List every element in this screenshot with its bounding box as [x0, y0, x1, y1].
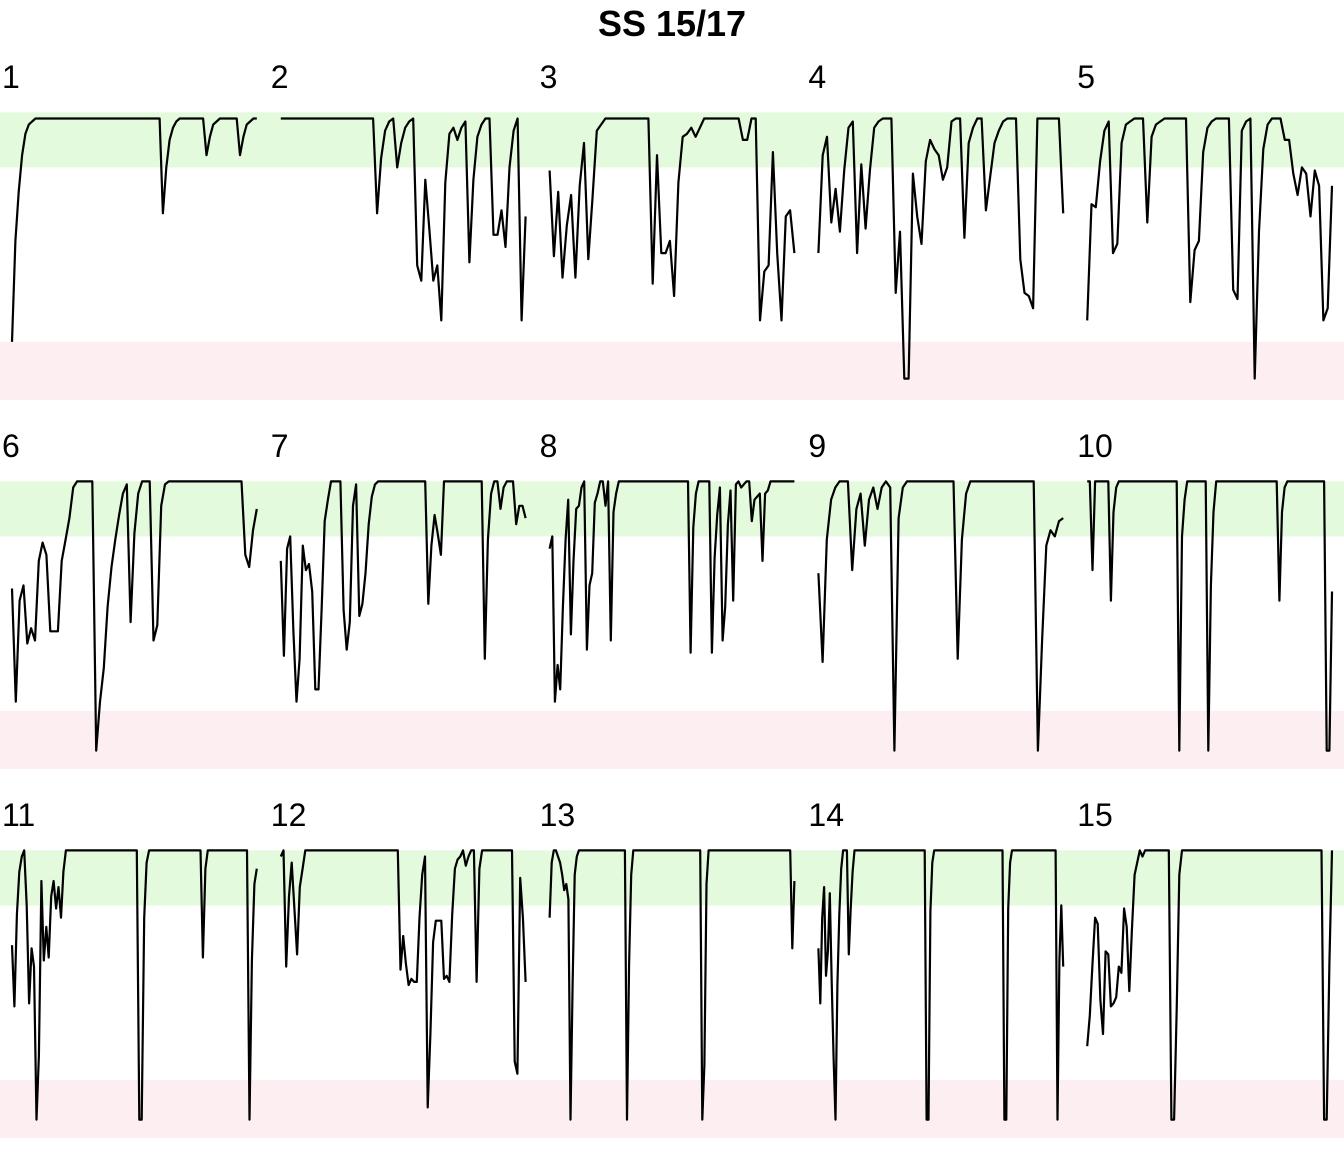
panel-label: 7 [271, 428, 289, 464]
panel-13: 13 [537, 797, 807, 1138]
panel-7: 7 [268, 428, 539, 769]
series-line [548, 480, 795, 703]
panel-label: 11 [2, 797, 35, 833]
high-band [0, 850, 270, 906]
series-line [548, 849, 796, 1121]
panel-label: 4 [808, 59, 826, 95]
panel-4: 4 [806, 59, 1076, 400]
high-band [268, 850, 539, 906]
panel-label: 5 [1077, 59, 1095, 95]
low-band [0, 1079, 270, 1138]
panel-10: 10 [1075, 428, 1344, 769]
low-band [806, 1079, 1076, 1138]
low-band [537, 710, 807, 769]
low-band [268, 341, 539, 400]
low-band [268, 1079, 539, 1138]
panel-11: 11 [0, 797, 270, 1138]
high-band [537, 481, 807, 537]
series-line [1087, 480, 1334, 752]
series-line [817, 849, 1065, 1121]
panel-14: 14 [806, 797, 1076, 1138]
high-band [537, 850, 807, 906]
low-band [268, 710, 539, 769]
series-line [10, 480, 258, 752]
panel-label: 14 [808, 797, 844, 833]
high-band [268, 112, 539, 168]
series-line [279, 480, 527, 703]
chart-title: SS 15/17 [597, 3, 747, 44]
low-band [1075, 341, 1344, 400]
series-line [10, 849, 258, 1121]
panel-label: 1 [2, 59, 20, 95]
panel-3: 3 [537, 59, 807, 400]
panel-label: 9 [808, 428, 826, 464]
series-line [10, 117, 257, 342]
high-band [806, 112, 1076, 168]
panel-8: 8 [537, 428, 807, 769]
panel-6: 6 [0, 428, 270, 769]
high-band [1075, 850, 1344, 906]
low-band [537, 341, 807, 400]
low-band [1075, 1079, 1344, 1138]
series-line [1086, 117, 1334, 380]
low-band [0, 341, 270, 400]
panel-label: 10 [1077, 428, 1113, 464]
high-band [268, 481, 539, 537]
panel-label: 2 [271, 59, 289, 95]
series-line [280, 117, 527, 322]
high-band [1075, 481, 1344, 537]
panel-label: 3 [540, 59, 558, 95]
panel-12: 12 [268, 797, 539, 1138]
panel-label: 6 [2, 428, 20, 464]
panel-5: 5 [1075, 59, 1344, 400]
high-band [537, 112, 807, 168]
panel-1: 1 [0, 59, 270, 400]
low-band [806, 710, 1076, 769]
low-band [0, 710, 270, 769]
panel-15: 15 [1075, 797, 1344, 1138]
panel-label: 12 [271, 797, 307, 833]
high-band [1075, 112, 1344, 168]
series-line [1086, 849, 1334, 1121]
series-line [548, 117, 796, 322]
panel-label: 13 [540, 797, 576, 833]
panel-2: 2 [268, 59, 539, 400]
series-line [279, 849, 527, 1109]
low-band [806, 341, 1076, 400]
high-band [806, 481, 1076, 537]
panel-9: 9 [806, 428, 1076, 769]
low-band [537, 1079, 807, 1138]
series-line [817, 117, 1065, 380]
series-line [817, 480, 1064, 752]
panel-label: 15 [1077, 797, 1113, 833]
high-band [0, 112, 270, 168]
panel-label: 8 [540, 428, 558, 464]
